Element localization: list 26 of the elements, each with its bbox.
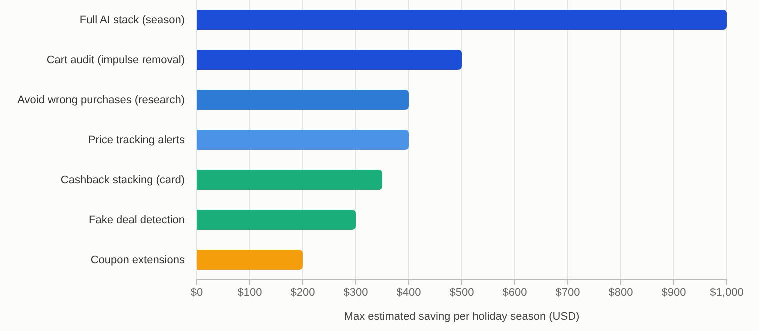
- x-tick-label: $100: [238, 286, 262, 299]
- x-tick-label: $300: [344, 286, 368, 299]
- y-tick-label: Avoid wrong purchases (research): [18, 94, 185, 107]
- x-tick-label: $900: [662, 286, 686, 299]
- x-tick-label: $200: [290, 286, 316, 299]
- x-tick-label: $700: [556, 286, 580, 299]
- y-tick-label: Full AI stack (season): [80, 14, 185, 27]
- x-tick-label: $1,000: [710, 286, 744, 299]
- y-tick-label: Fake deal detection: [88, 214, 185, 227]
- bar: [197, 250, 303, 270]
- x-tick-label: $400: [396, 286, 422, 299]
- x-tick-label: $500: [450, 286, 474, 299]
- y-tick-label: Price tracking alerts: [88, 134, 186, 147]
- x-tick-label: $600: [502, 286, 528, 299]
- x-axis-title: Max estimated saving per holiday season (USD): [344, 311, 580, 323]
- y-tick-label: Cart audit (impulse removal): [46, 54, 185, 67]
- bar: [197, 130, 409, 150]
- y-tick-label: Coupon extensions: [90, 254, 186, 267]
- bar: [197, 50, 462, 70]
- y-tick-label: Cashback stacking (card): [60, 174, 185, 187]
- bar: [197, 170, 382, 190]
- x-tick-label: $0: [190, 286, 204, 299]
- bar: [197, 90, 409, 110]
- bar: [197, 210, 356, 230]
- x-tick-label: $800: [608, 286, 634, 299]
- bar: [197, 10, 727, 30]
